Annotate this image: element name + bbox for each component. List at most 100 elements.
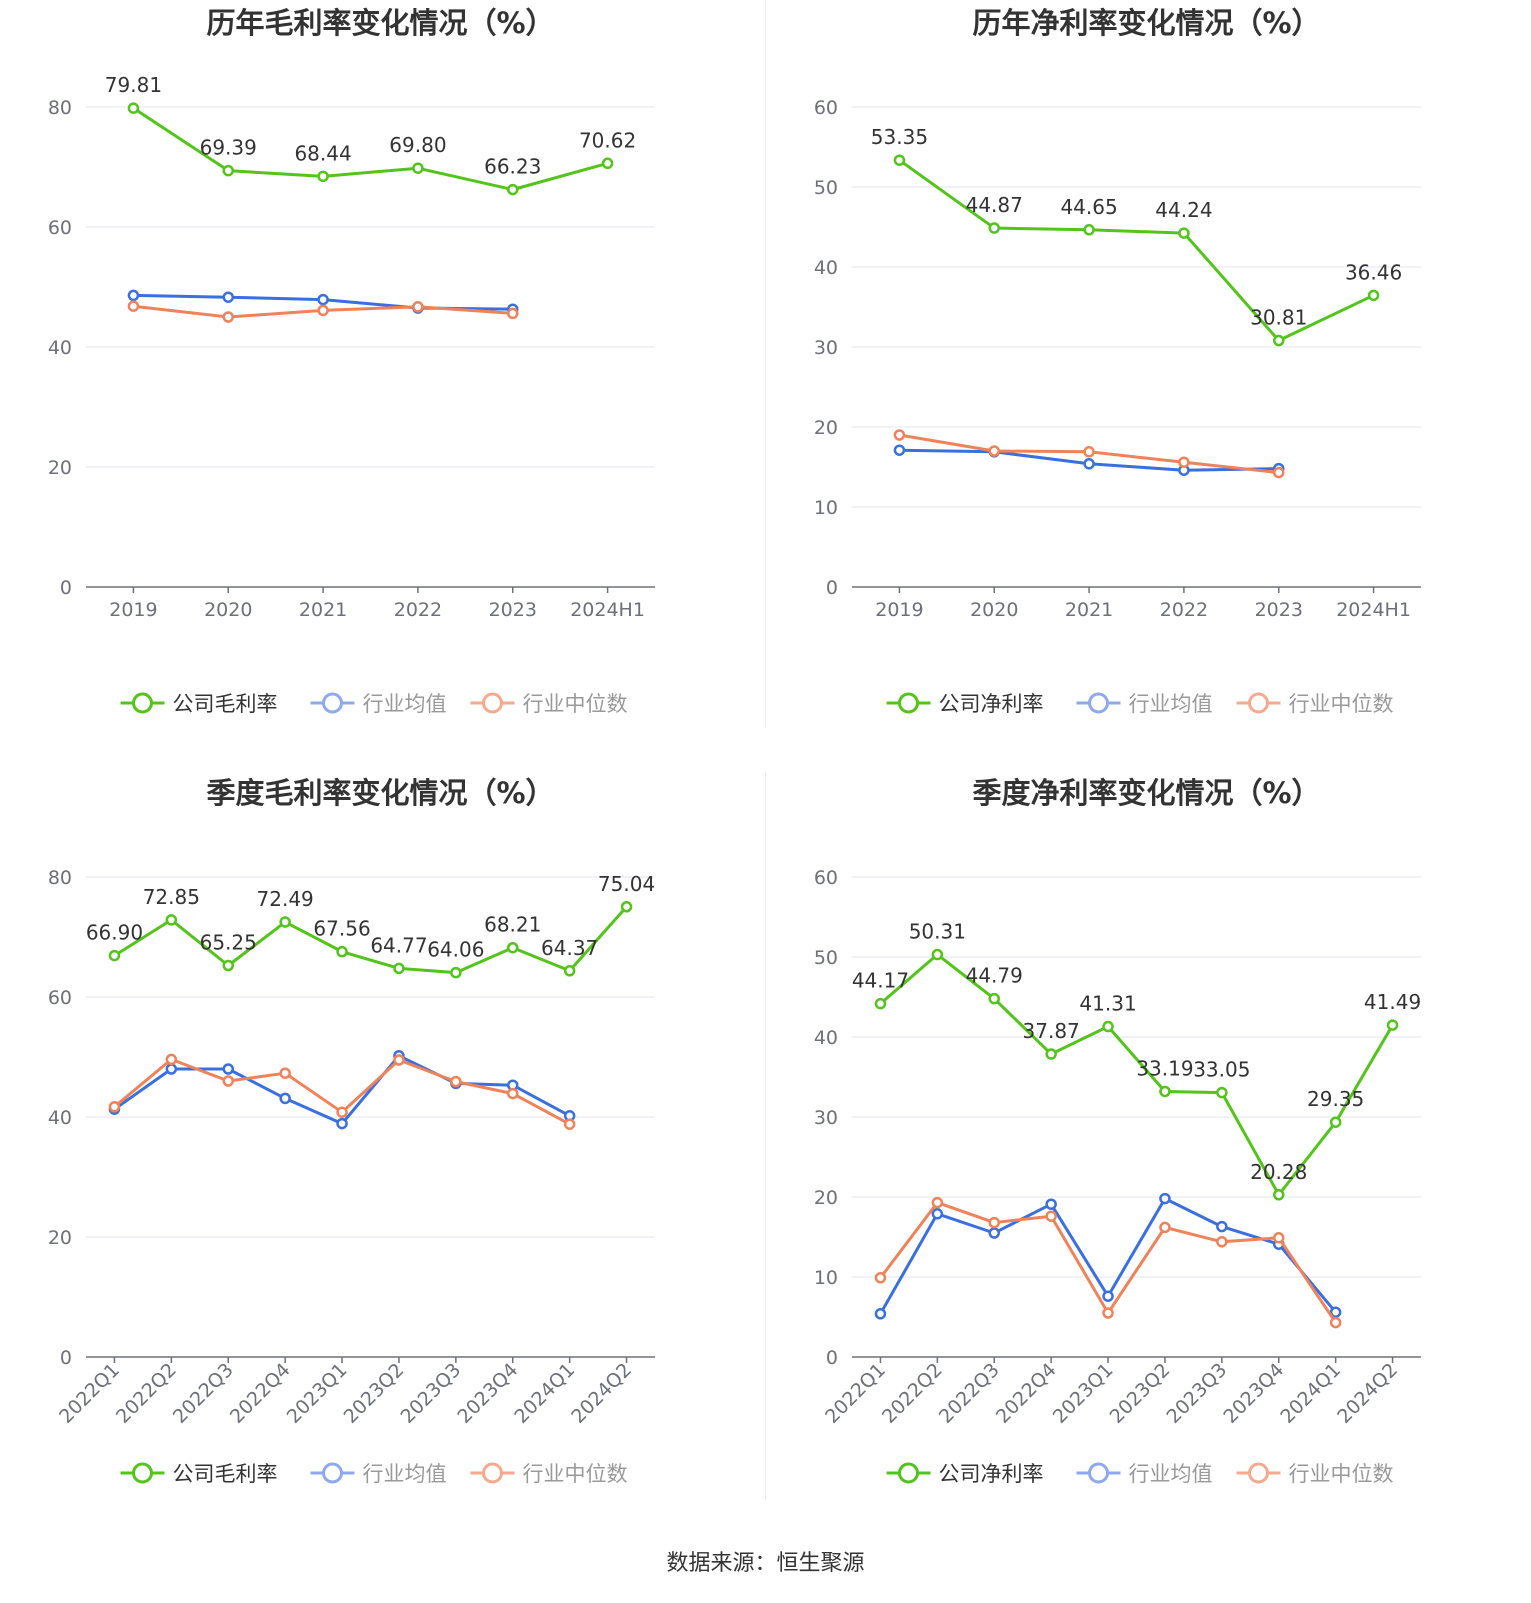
data-label: 68.44 [294, 141, 351, 165]
x-tick-label: 2023Q1 [283, 1359, 352, 1428]
data-label: 44.87 [966, 193, 1023, 217]
x-tick-label: 2020 [204, 599, 252, 621]
chart-panel-quarterly-gross: 季度毛利率变化情况（%） 0 20 40 60 80 2022Q1 2022Q2 2022Q3 2… [0, 770, 765, 1530]
data-point [620, 901, 633, 913]
legend-item: 公司毛利率 [120, 1462, 278, 1486]
data-label: 44.79 [966, 964, 1023, 988]
data-label: 75.04 [598, 872, 655, 896]
chart-title: 历年净利率变化情况（%） [972, 6, 1320, 40]
data-point [1159, 1192, 1171, 1205]
legend-marker-icon [482, 692, 503, 714]
legend-item: 行业均值 [1076, 1462, 1213, 1486]
panel-divider-bottom [765, 772, 766, 1500]
data-label: 20.28 [1250, 1160, 1307, 1184]
x-tick-label: 2024H1 [570, 599, 645, 621]
data-label: 64.77 [370, 933, 427, 957]
x-tick-label: 2022Q3 [935, 1359, 1004, 1428]
data-point [563, 965, 576, 977]
x-tick-label: 2019 [875, 599, 923, 621]
data-point [1045, 1198, 1057, 1210]
data-point [507, 941, 519, 954]
data-point [1102, 1290, 1114, 1302]
data-point [108, 1101, 121, 1113]
data-point [893, 444, 906, 456]
legend-marker-icon [898, 1462, 919, 1484]
x-tick-label: 2024H1 [1336, 599, 1411, 621]
data-point [165, 1053, 178, 1066]
data-point [931, 1196, 944, 1209]
data-point [874, 1272, 887, 1284]
y-tick-label: 30 [814, 337, 838, 359]
x-tick-label: 2024Q1 [510, 1359, 579, 1428]
data-point [507, 1087, 519, 1100]
data-point [1083, 458, 1095, 470]
y-tick-label: 10 [814, 497, 838, 519]
data-point [1386, 1019, 1399, 1031]
data-label: 30.81 [1250, 306, 1307, 330]
y-tick-label: 40 [48, 337, 72, 359]
legend-item: 行业均值 [310, 692, 447, 716]
data-point [988, 1227, 1000, 1239]
y-tick-label: 60 [48, 217, 72, 239]
data-point [279, 1067, 291, 1079]
x-tick-label: 2020 [970, 599, 1018, 621]
legend-marker-icon [1088, 1462, 1109, 1484]
data-source-note: 数据来源：恒生聚源 [666, 1551, 865, 1576]
data-point [336, 945, 348, 958]
legend-item: 行业均值 [1076, 692, 1213, 716]
data-point [1159, 1085, 1171, 1098]
legend-label: 行业中位数 [1289, 1462, 1394, 1486]
data-label: 33.19 [1136, 1056, 1193, 1080]
data-point [412, 301, 424, 313]
data-label: 41.49 [1364, 990, 1421, 1014]
data-label: 66.23 [484, 155, 541, 179]
legend-item: 行业中位数 [470, 1462, 628, 1486]
series-line-0 [879, 953, 1394, 1197]
data-point [393, 1054, 405, 1066]
data-point [1367, 289, 1380, 302]
data-point [1329, 1316, 1342, 1329]
legend-marker-icon [898, 692, 919, 714]
data-label: 65.25 [200, 931, 257, 955]
data-label: 37.87 [1023, 1019, 1080, 1043]
legend-marker-icon [322, 692, 343, 714]
data-point [931, 1208, 944, 1220]
chart-quarterly-net-margin: 季度净利率变化情况（%）01020304050602022Q12022Q2202… [814, 776, 1421, 1486]
data-point [127, 102, 140, 114]
data-point [127, 300, 140, 312]
x-tick-label: 2021 [1065, 599, 1113, 621]
legend-marker-icon [132, 1462, 153, 1484]
data-point [1159, 1221, 1171, 1234]
x-tick-label: 2019 [109, 599, 157, 621]
legend-label: 行业均值 [1129, 1462, 1213, 1486]
legend-label: 行业均值 [363, 1462, 447, 1486]
x-tick-label: 2024Q2 [1333, 1359, 1402, 1428]
legend-label: 行业中位数 [523, 692, 628, 716]
data-point [222, 164, 234, 177]
legend-label: 公司净利率 [939, 692, 1044, 716]
x-tick-label: 2022 [394, 599, 442, 621]
y-tick-label: 60 [814, 867, 838, 889]
x-tick-label: 2023Q3 [1163, 1359, 1232, 1428]
chart-title: 季度毛利率变化情况（%） [206, 776, 554, 810]
data-point [165, 1063, 178, 1075]
x-tick-label: 2022Q1 [821, 1359, 890, 1428]
chart-title: 历年毛利率变化情况（%） [206, 6, 554, 40]
legend-label: 公司毛利率 [173, 692, 278, 716]
x-tick-label: 2023Q3 [397, 1359, 466, 1428]
data-point [1273, 466, 1285, 479]
data-point [317, 304, 329, 317]
data-label: 53.35 [871, 125, 928, 149]
series-line-0 [898, 158, 1375, 343]
data-point [874, 997, 887, 1010]
data-point [601, 157, 614, 170]
data-point [988, 992, 1000, 1005]
data-point [507, 307, 519, 320]
y-tick-label: 50 [814, 177, 838, 199]
data-point [222, 1075, 234, 1087]
legend-item: 公司毛利率 [120, 692, 278, 716]
x-tick-label: 2023 [1255, 599, 1303, 621]
data-point [874, 1308, 887, 1320]
chart-quarterly-gross-margin: 季度毛利率变化情况（%）0204060802022Q12022Q22022Q32… [48, 776, 655, 1486]
data-label: 64.06 [427, 938, 484, 962]
